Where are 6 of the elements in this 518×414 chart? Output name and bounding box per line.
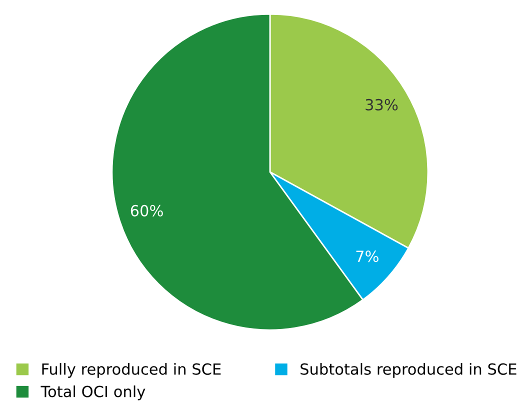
legend-label: Fully reproduced in SCE <box>42 363 221 378</box>
data-label: 33% <box>366 98 398 110</box>
legend-label: Total OCI only <box>40 385 146 400</box>
legend-label: Subtotals reproduced in SCE <box>300 363 516 378</box>
data-label: 7% <box>356 250 378 262</box>
data-label: 60% <box>130 204 163 216</box>
